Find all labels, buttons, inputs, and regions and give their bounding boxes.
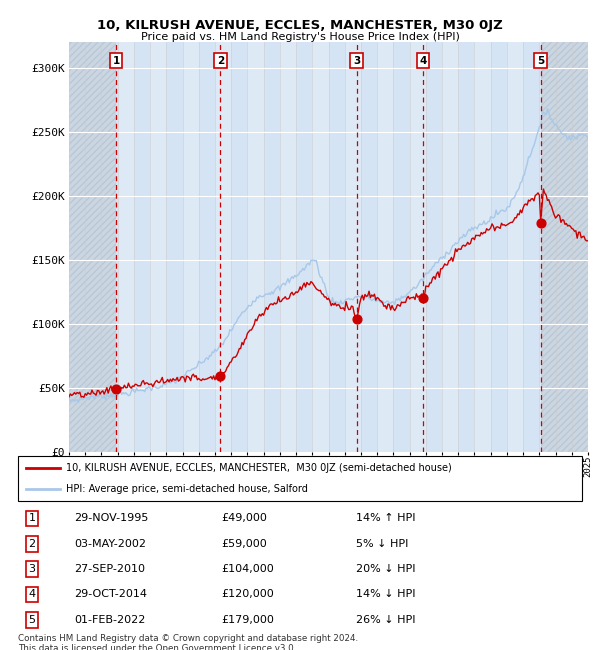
Bar — [475, 42, 491, 452]
Bar — [134, 42, 150, 452]
Bar — [182, 42, 199, 452]
Bar — [263, 42, 280, 452]
Bar — [280, 42, 296, 452]
Bar — [199, 42, 215, 452]
Bar — [539, 42, 556, 452]
Bar — [312, 42, 329, 452]
Text: 4: 4 — [29, 590, 35, 599]
Text: £179,000: £179,000 — [221, 615, 274, 625]
Text: 10, KILRUSH AVENUE, ECCLES, MANCHESTER, M30 0JZ: 10, KILRUSH AVENUE, ECCLES, MANCHESTER, … — [97, 20, 503, 32]
Text: 5% ↓ HPI: 5% ↓ HPI — [356, 539, 409, 549]
Text: 5: 5 — [29, 615, 35, 625]
Bar — [491, 42, 507, 452]
Bar — [329, 42, 345, 452]
Text: 4: 4 — [419, 56, 427, 66]
Bar — [231, 42, 247, 452]
Point — [352, 313, 362, 324]
Bar — [85, 42, 101, 452]
Point — [215, 371, 225, 382]
Bar — [556, 42, 572, 452]
Text: 29-NOV-1995: 29-NOV-1995 — [74, 514, 149, 523]
Text: 20% ↓ HPI: 20% ↓ HPI — [356, 564, 416, 574]
Bar — [296, 42, 312, 452]
Bar — [150, 42, 166, 452]
Bar — [247, 42, 263, 452]
Bar — [394, 42, 410, 452]
Bar — [215, 42, 231, 452]
Text: 26% ↓ HPI: 26% ↓ HPI — [356, 615, 416, 625]
Text: 27-SEP-2010: 27-SEP-2010 — [74, 564, 145, 574]
Bar — [345, 42, 361, 452]
Text: £49,000: £49,000 — [221, 514, 267, 523]
Text: 5: 5 — [537, 56, 544, 66]
Text: £59,000: £59,000 — [221, 539, 267, 549]
Bar — [541, 42, 588, 452]
Text: £120,000: £120,000 — [221, 590, 274, 599]
Text: 14% ↓ HPI: 14% ↓ HPI — [356, 590, 416, 599]
Text: Price paid vs. HM Land Registry's House Price Index (HPI): Price paid vs. HM Land Registry's House … — [140, 32, 460, 42]
Point — [536, 218, 545, 228]
Bar — [101, 42, 118, 452]
Bar — [458, 42, 475, 452]
Bar — [69, 42, 85, 452]
Text: 2: 2 — [217, 56, 224, 66]
Text: 03-MAY-2002: 03-MAY-2002 — [74, 539, 146, 549]
Bar — [426, 42, 442, 452]
Bar — [377, 42, 394, 452]
Bar — [572, 42, 588, 452]
Text: £104,000: £104,000 — [221, 564, 274, 574]
Text: 3: 3 — [353, 56, 361, 66]
Text: 1: 1 — [113, 56, 120, 66]
Text: 10, KILRUSH AVENUE, ECCLES, MANCHESTER,  M30 0JZ (semi-detached house): 10, KILRUSH AVENUE, ECCLES, MANCHESTER, … — [66, 463, 452, 473]
Bar — [410, 42, 426, 452]
Bar — [523, 42, 539, 452]
Bar — [69, 42, 116, 452]
Text: HPI: Average price, semi-detached house, Salford: HPI: Average price, semi-detached house,… — [66, 484, 308, 493]
Text: 3: 3 — [29, 564, 35, 574]
Text: 29-OCT-2014: 29-OCT-2014 — [74, 590, 148, 599]
Text: 1: 1 — [29, 514, 35, 523]
Point — [112, 384, 121, 395]
Text: Contains HM Land Registry data © Crown copyright and database right 2024.
This d: Contains HM Land Registry data © Crown c… — [18, 634, 358, 650]
Bar — [118, 42, 134, 452]
Bar — [361, 42, 377, 452]
Bar — [442, 42, 458, 452]
Bar — [507, 42, 523, 452]
Bar — [166, 42, 182, 452]
Text: 01-FEB-2022: 01-FEB-2022 — [74, 615, 146, 625]
Point — [418, 293, 428, 304]
Text: 14% ↑ HPI: 14% ↑ HPI — [356, 514, 416, 523]
Text: 2: 2 — [29, 539, 35, 549]
